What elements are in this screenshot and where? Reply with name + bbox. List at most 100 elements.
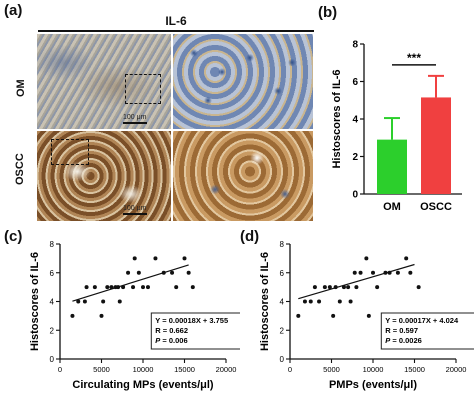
mps-y-axis-label: Histoscores of IL-6 [29,252,41,351]
mps-x-tick-label: 0 [58,365,62,374]
mps-x-tick-label: 20000 [216,365,237,374]
pmps-point [333,285,338,290]
mps-point [109,285,114,290]
mps-point [92,285,97,290]
pmps-point [416,285,421,290]
panel-a-label: (a) [4,2,23,19]
pmps-annotation-box [380,312,474,350]
panel-d-label: (d) [240,228,260,245]
pmps-point [296,313,301,318]
pmps-x-axis-label: PMPs (events/μl) [329,379,417,391]
pmps-x-tick-label: 10000 [363,365,384,374]
mps-y-tick-label: 0 [50,355,55,364]
pmps-point [317,299,322,304]
pmps-y-tick-label: 0 [280,355,285,364]
mps-r-value: R = 0.662 [155,326,188,335]
pmps-x-tick-label: 20000 [446,365,467,374]
pmps-y-tick-label: 4 [280,298,285,307]
pmps-point [327,285,332,290]
mps-equation: Y = 0.00018X + 3.755 [155,316,228,325]
mps-point [76,299,81,304]
pmps-p-value: P = 0.0026 [385,336,422,345]
mps-point [174,285,179,290]
bar-y-tick-label: 4 [352,115,358,126]
mps-x-tick-label: 5000 [93,365,110,374]
mps-x-tick-label: 10000 [133,365,154,374]
oscc-lowmag-image: 100 μm [37,131,171,221]
bar-chart: 0 2 4 6 8 Histoscores of IL-6 OM OSCC *** [331,40,462,213]
mps-point [126,270,131,275]
mps-p-value: P = 0.006 [155,336,187,345]
om-scale-bar: 100 μm [123,114,147,124]
pmps-point [404,256,409,261]
mps-point [121,285,126,290]
mps-p-number: = 0.006 [160,336,187,345]
om-highmag-image [173,34,313,129]
pmps-point [354,285,359,290]
mps-p-symbol: P [155,336,161,345]
bar-y-tick-label: 6 [352,77,358,88]
pmps-point [302,299,307,304]
mps-point [182,256,187,261]
pmps-point [408,270,413,275]
pmps-point [387,270,392,275]
pmps-point [375,285,380,290]
pmps-point [383,270,388,275]
mps-point [70,313,75,318]
mps-point [105,285,110,290]
mps-point [186,270,191,275]
pmps-x-tick-label: 0 [288,365,292,374]
pmps-point [358,270,363,275]
mps-y-tick-label: 8 [50,240,55,249]
pmps-p-number: = 0.0026 [390,336,422,345]
row-label-oscc: OSCC [14,153,26,185]
title-underline [38,30,314,32]
mps-point [145,285,150,290]
pmps-point [364,256,369,261]
mps-point [101,299,106,304]
pmps-point [337,299,342,304]
oscc-scale-bar: 100 μm [123,205,147,215]
pmps-r-value: R = 0.597 [385,326,418,335]
bar-category-label: OM [383,201,401,213]
bar-y-tick-label: 8 [352,40,358,51]
pmps-point [322,285,327,290]
mps-x-axis-label: Circulating MPs (events/μl) [72,379,214,391]
pmps-point [312,285,317,290]
pmps-fit-line [298,263,415,300]
mps-y-tick-label: 2 [50,326,55,335]
pmps-point [331,313,336,318]
mps-point [136,270,141,275]
pmps-y-tick-label: 2 [280,326,285,335]
mps-annotation-box [150,312,240,350]
mps-fit-line [72,264,189,302]
mps-point [132,256,137,261]
bar-oscc [421,97,451,194]
pmps-point [308,299,313,304]
pmps-y-tick-label: 8 [280,240,285,249]
oscc-scale-text: 100 μm [123,205,147,212]
panel-c-label: (c) [4,228,23,245]
oscc-highmag-image [173,131,313,221]
mps-point [84,285,89,290]
pmps-point [346,285,351,290]
il6-title-text: IL-6 [165,14,187,28]
pmps-point [366,313,371,318]
om-inset-box [125,74,161,104]
mps-point [170,270,175,275]
mps-point [190,285,195,290]
mps-point [117,299,122,304]
mps-point [131,285,136,290]
row-label-om: OM [15,79,27,97]
il6-title: IL-6 [38,14,314,32]
pmps-point [371,270,375,275]
significance-marker: *** [407,51,421,65]
pmps-x-tick-label: 5000 [323,365,340,374]
mps-point [116,285,121,290]
bar-y-tick-label: 0 [352,190,358,201]
pmps-point [352,270,357,275]
mps-point [153,256,158,261]
panel-b-label: (b) [318,4,338,21]
pmps-x-tick-label: 15000 [404,365,425,374]
mps-point [99,313,104,318]
